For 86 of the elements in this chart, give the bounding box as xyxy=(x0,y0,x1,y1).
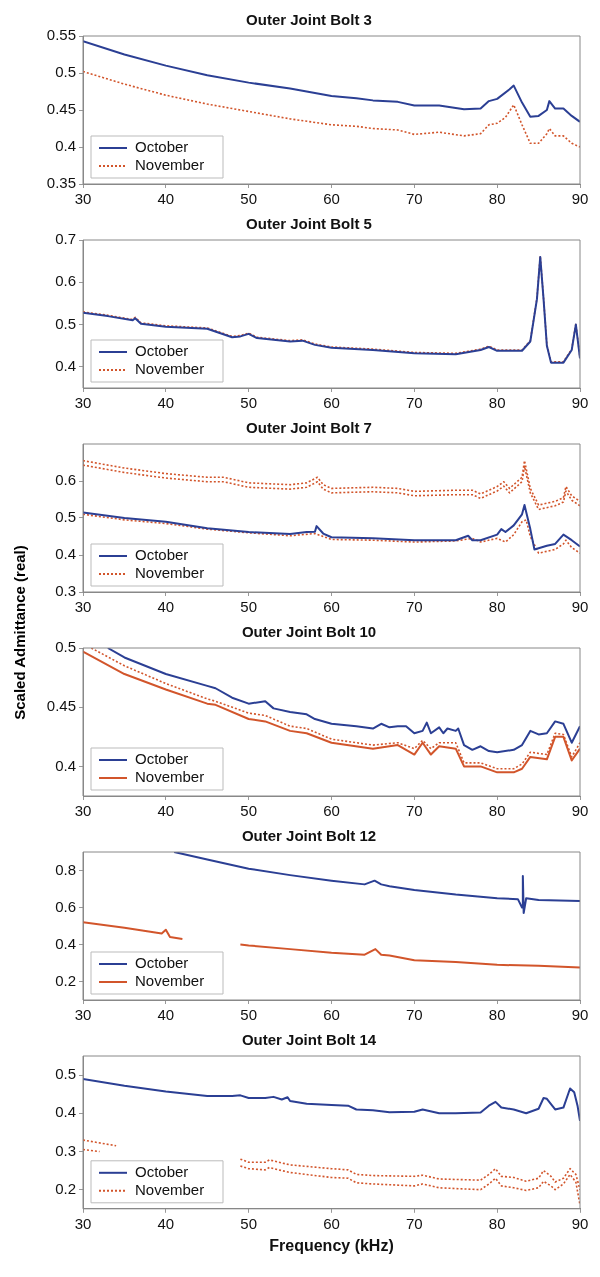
x-tick-label: 80 xyxy=(488,1214,506,1232)
x-tick-label: 60 xyxy=(323,190,340,208)
y-tick-label: 0.5 xyxy=(55,1065,76,1083)
x-tick-label: 90 xyxy=(571,190,589,208)
y-tick-label: 0.8 xyxy=(55,860,76,878)
y-tick-label: 0.2 xyxy=(55,971,76,989)
legend-label: October xyxy=(135,1162,189,1180)
x-tick-label: 70 xyxy=(405,598,423,616)
chart-title: Outer Joint Bolt 14 xyxy=(241,1031,377,1049)
y-tick-label: 0.4 xyxy=(55,357,76,374)
y-tick-label: 0.2 xyxy=(55,1179,76,1197)
x-tick-label: 60 xyxy=(323,1006,340,1024)
x-tick-label: 50 xyxy=(240,1006,258,1024)
x-tick-label: 60 xyxy=(323,598,340,616)
chart-title: Outer Joint Bolt 10 xyxy=(241,623,377,641)
legend-label: October xyxy=(135,138,189,156)
legend-label: November xyxy=(135,564,205,582)
x-tick-label: 60 xyxy=(323,802,340,820)
x-tick-label: 80 xyxy=(488,598,506,616)
y-tick-label: 0.6 xyxy=(55,471,76,489)
legend-label: October xyxy=(135,342,189,360)
y-tick-label: 0.5 xyxy=(55,63,76,81)
y-tick-label: 0.55 xyxy=(46,26,76,44)
y-tick-label: 0.5 xyxy=(55,314,76,332)
y-tick-label: 0.7 xyxy=(55,230,76,248)
y-tick-label: 0.45 xyxy=(46,697,76,715)
x-tick-label: 90 xyxy=(571,394,589,412)
x-tick-label: 40 xyxy=(157,802,175,820)
x-tick-label: 50 xyxy=(240,394,258,412)
y-tick-label: 0.6 xyxy=(55,272,76,290)
x-tick-label: 30 xyxy=(74,394,92,412)
x-tick-label: 60 xyxy=(323,394,340,412)
legend-label: November xyxy=(135,360,205,378)
x-tick-label: 40 xyxy=(157,598,175,616)
y-tick-label: 0.3 xyxy=(55,582,76,600)
x-tick-label: 70 xyxy=(405,1006,423,1024)
x-tick-label: 50 xyxy=(240,1214,258,1232)
legend-label: November xyxy=(135,768,205,786)
x-tick-label: 70 xyxy=(405,1214,423,1232)
x-tick-label: 30 xyxy=(74,1006,92,1024)
y-tick-label: 0.6 xyxy=(55,897,76,915)
x-tick-label: 90 xyxy=(571,1214,589,1232)
chart-title: Outer Joint Bolt 7 xyxy=(246,419,372,437)
legend-label: October xyxy=(135,750,189,768)
x-tick-label: 60 xyxy=(323,1214,340,1232)
x-tick-label: 30 xyxy=(74,802,92,820)
x-tick-label: 80 xyxy=(488,1006,506,1024)
y-tick-label: 0.5 xyxy=(55,508,76,526)
x-tick-label: 80 xyxy=(488,802,506,820)
x-tick-label: 70 xyxy=(405,190,423,208)
legend-label: November xyxy=(135,156,205,174)
x-tick-label: 40 xyxy=(157,1006,175,1024)
chart-title: Outer Joint Bolt 3 xyxy=(246,11,372,29)
x-tick-label: 90 xyxy=(571,598,589,616)
y-tick-label: 0.4 xyxy=(55,934,76,952)
x-tick-label: 40 xyxy=(157,190,175,208)
y-tick-label: 0.5 xyxy=(55,638,76,656)
y-tick-label: 0.35 xyxy=(46,174,76,192)
x-axis-title: Frequency (kHz) xyxy=(269,1236,394,1254)
x-tick-label: 30 xyxy=(74,190,92,208)
legend-label: October xyxy=(135,954,189,972)
y-tick-label: 0.4 xyxy=(55,756,76,774)
x-tick-label: 50 xyxy=(240,598,258,616)
y-tick-label: 0.3 xyxy=(55,1141,76,1159)
x-tick-label: 50 xyxy=(240,802,258,820)
y-tick-label: 0.4 xyxy=(55,1103,76,1121)
x-tick-label: 30 xyxy=(74,598,92,616)
y-tick-label: 0.45 xyxy=(46,100,76,118)
x-tick-label: 90 xyxy=(571,1006,589,1024)
chart-title: Outer Joint Bolt 5 xyxy=(246,215,372,233)
x-tick-label: 40 xyxy=(157,1214,175,1232)
legend-label: November xyxy=(135,972,205,990)
legend-label: November xyxy=(135,1180,205,1198)
x-tick-label: 30 xyxy=(74,1214,92,1232)
x-tick-label: 90 xyxy=(571,802,589,820)
y-tick-label: 0.4 xyxy=(55,545,76,563)
x-tick-label: 70 xyxy=(405,802,423,820)
x-tick-label: 40 xyxy=(157,394,175,412)
legend-label: October xyxy=(135,546,189,564)
chart-title: Outer Joint Bolt 12 xyxy=(241,827,377,845)
y-tick-label: 0.4 xyxy=(55,137,76,155)
x-tick-label: 80 xyxy=(488,190,506,208)
x-tick-label: 70 xyxy=(405,394,423,412)
x-tick-label: 50 xyxy=(240,190,258,208)
y-axis-title: Scaled Admittance (real) xyxy=(10,544,28,720)
x-tick-label: 80 xyxy=(488,394,506,412)
